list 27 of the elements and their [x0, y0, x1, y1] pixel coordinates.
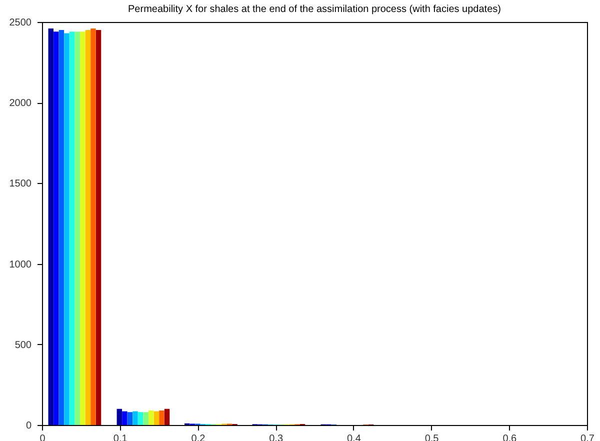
y-tick-label: 500 — [14, 340, 32, 351]
chart-title: Permeability X for shales at the end of the assimilation process (with facies updates) — [128, 4, 501, 15]
bar — [80, 32, 86, 425]
bar — [122, 411, 128, 425]
bar — [90, 28, 96, 425]
bar — [64, 33, 70, 425]
bar — [58, 30, 64, 425]
bar — [96, 30, 102, 425]
y-tick-label: 1500 — [9, 178, 32, 190]
bar — [143, 412, 148, 425]
bar — [74, 32, 80, 425]
y-tick-label: 0 — [26, 420, 32, 432]
bar — [154, 411, 160, 425]
bar — [127, 412, 133, 425]
bar — [148, 410, 154, 425]
bar — [85, 30, 91, 425]
y-tick-label: 2000 — [9, 98, 32, 110]
bar — [138, 412, 144, 425]
bar — [69, 32, 75, 425]
bar — [132, 411, 138, 425]
y-tick-label: 1000 — [9, 259, 32, 270]
bar — [116, 408, 122, 425]
bar — [48, 28, 54, 425]
y-tick-label: 2500 — [9, 18, 32, 28]
bar — [164, 408, 170, 425]
bar — [159, 410, 164, 425]
bar — [54, 32, 59, 425]
